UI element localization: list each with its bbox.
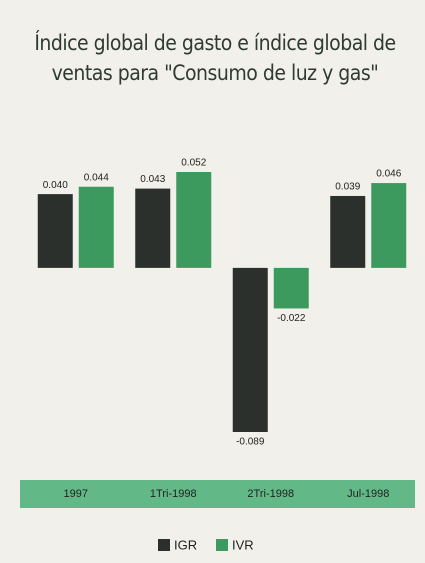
value-label: 0.043 [140,174,165,185]
legend-label: IGR [174,537,197,552]
bar [232,267,268,432]
value-label: -0.089 [236,437,265,448]
x-tick-label: Jul-1998 [347,488,389,500]
x-tick-label: 1Tri-1998 [150,488,197,500]
value-label: 0.046 [376,169,401,180]
bar [37,194,73,268]
bar [371,183,407,268]
category-strip [20,480,415,508]
x-tick-label: 2Tri-1998 [247,488,294,500]
value-label: -0.022 [277,313,306,324]
value-label: 0.044 [84,172,109,183]
bar [135,188,171,268]
value-label: 0.040 [43,180,68,191]
bar [78,186,114,268]
bar [176,172,212,268]
chart-title: Índice global de gasto e índice global d… [34,31,396,85]
legend-swatch [216,539,228,551]
bar [330,195,366,268]
legend-label: IVR [232,537,254,552]
value-label: 0.039 [335,182,360,193]
legend-swatch [158,539,170,551]
bar [273,267,309,309]
value-label: 0.052 [181,158,206,169]
x-tick-label: 1997 [64,488,88,500]
